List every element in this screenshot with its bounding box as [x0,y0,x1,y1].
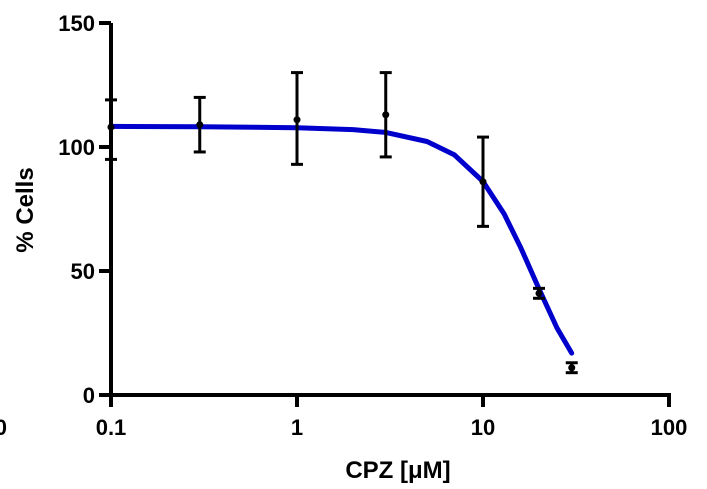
data-point-group [105,98,117,161]
data-point-group [291,71,303,166]
data-point [479,178,487,186]
y-tick-label: 150 [58,11,95,36]
data-point-group [532,286,545,300]
x-tick-label-clipped: 0 [0,415,7,440]
data-point [382,111,390,119]
fit-curve-layer [108,123,575,356]
fit-curve-line [108,123,575,356]
x-tick-label: 0.1 [96,415,127,440]
data-point [196,121,204,129]
y-tick-label: 100 [58,135,95,160]
data-point-group [193,95,206,154]
data-point [107,123,115,131]
y-axis-title: % Cells [12,167,39,252]
data-point-group [565,361,578,375]
y-tick-label: 0 [83,383,95,408]
x-tick-label: 100 [651,415,688,440]
data-point [293,116,301,124]
data-point-group [379,71,392,159]
data-point [568,364,576,372]
data-points-layer [105,71,578,375]
x-tick-label: 10 [471,415,495,440]
x-axis-title: CPZ [μM] [345,457,450,484]
data-point-group [477,135,489,228]
x-tick-label: 1 [291,415,303,440]
ticks: 0 50 100 150 0.1 1 10 100 0 [0,11,687,440]
data-point [535,289,543,297]
axes [109,23,671,397]
y-tick-label: 50 [71,259,95,284]
